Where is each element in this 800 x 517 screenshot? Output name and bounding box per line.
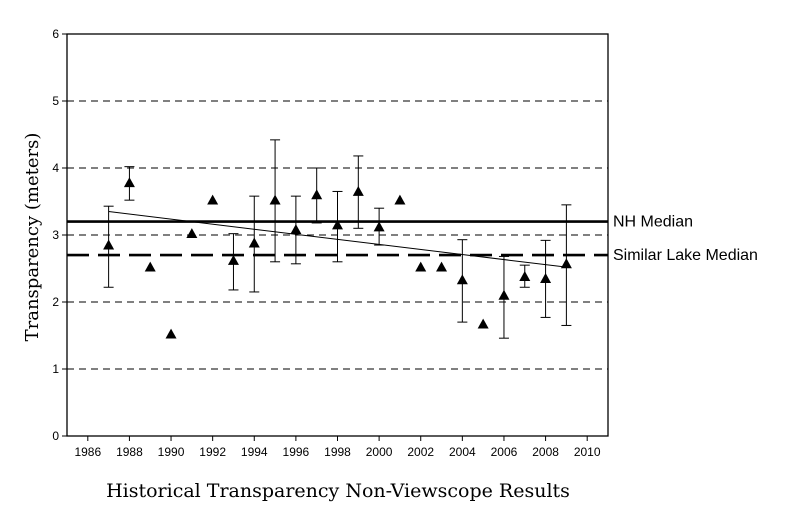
data-point-2003 bbox=[436, 261, 448, 272]
data-point-1988 bbox=[123, 177, 135, 188]
x-tick-label: 2004 bbox=[449, 445, 476, 459]
data-point-2008 bbox=[540, 273, 552, 283]
data-point-2005 bbox=[477, 318, 489, 329]
y-tick-label: 6 bbox=[52, 27, 59, 41]
x-tick-label: 2006 bbox=[491, 445, 518, 459]
y-tick-label: 0 bbox=[52, 429, 59, 443]
x-tick-label: 1990 bbox=[158, 445, 185, 459]
x-tick-label: 2000 bbox=[366, 445, 393, 459]
nh-median-label: NH Median bbox=[613, 214, 693, 231]
x-tick-label: 2010 bbox=[574, 445, 601, 459]
y-tick-label: 1 bbox=[52, 362, 59, 376]
data-point-1994 bbox=[248, 237, 260, 248]
similar-lake-median-label: Similar Lake Median bbox=[613, 247, 758, 264]
x-tick-label: 1994 bbox=[241, 445, 268, 459]
y-axis-label: Transparency (meters) bbox=[22, 133, 43, 342]
data-point-2006 bbox=[498, 289, 510, 300]
x-tick-label: 2002 bbox=[407, 445, 434, 459]
reference-labels: NH Median Similar Lake Median bbox=[613, 214, 758, 265]
x-tick-label: 2008 bbox=[532, 445, 559, 459]
data-point-2007 bbox=[519, 271, 531, 281]
data-point-1995 bbox=[269, 194, 281, 205]
data-point-1996 bbox=[290, 224, 302, 235]
y-tick-label: 5 bbox=[52, 94, 59, 108]
data-point-1997 bbox=[311, 189, 323, 200]
x-tick-label: 1998 bbox=[324, 445, 351, 459]
x-tick-label: 1988 bbox=[116, 445, 143, 459]
x-tick-label: 1996 bbox=[283, 445, 310, 459]
error-bars bbox=[103, 139, 572, 339]
data-point-1991 bbox=[186, 228, 198, 239]
data-point-1993 bbox=[227, 254, 239, 265]
data-point-1992 bbox=[207, 194, 219, 205]
data-point-1990 bbox=[165, 328, 177, 339]
data-points bbox=[103, 177, 572, 339]
data-point-1999 bbox=[352, 185, 364, 196]
x-tick-label: 1986 bbox=[74, 445, 101, 459]
data-point-2001 bbox=[394, 194, 406, 205]
data-point-2002 bbox=[415, 261, 427, 272]
data-point-2000 bbox=[373, 221, 385, 232]
data-point-2009 bbox=[560, 258, 572, 269]
x-tick-label: 1992 bbox=[199, 445, 226, 459]
y-tick-label: 4 bbox=[52, 161, 59, 175]
data-point-2004 bbox=[456, 274, 468, 285]
data-point-1998 bbox=[332, 219, 343, 230]
data-point-1987 bbox=[103, 239, 115, 250]
y-tick-label: 2 bbox=[52, 295, 59, 309]
axis-ticks: 0 1 2 3 4 5 6 1986 1988 1990 1992 1994 1996 1998 2000 2… bbox=[52, 27, 601, 459]
data-point-1989 bbox=[144, 261, 156, 272]
x-axis-label: Historical Transparency Non-Viewscope Re… bbox=[106, 480, 570, 502]
y-tick-label: 3 bbox=[52, 228, 59, 242]
